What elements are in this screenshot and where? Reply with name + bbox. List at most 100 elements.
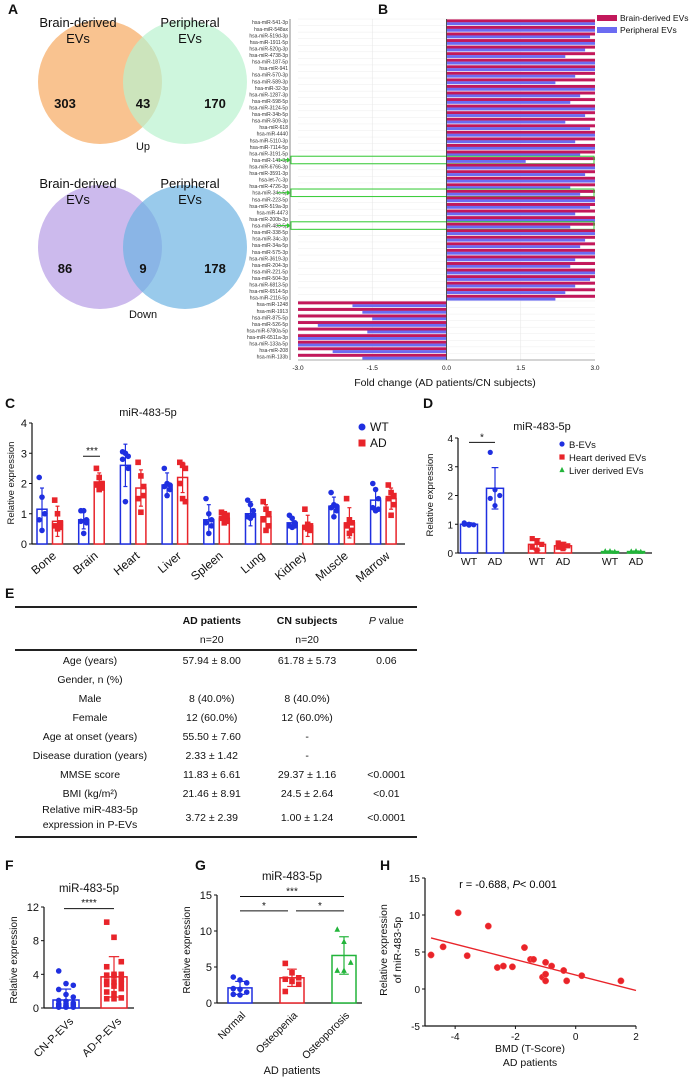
x-tick-label: 3.0 — [590, 365, 599, 372]
legend-label: Peripheral EVs — [620, 25, 677, 35]
data-point — [521, 944, 528, 952]
data-point — [118, 995, 125, 1001]
data-point — [135, 459, 141, 466]
chart-b-fold-change: hsa-miR-541-3phsa-miR-548axhsa-miR-519d-… — [247, 13, 689, 389]
chart-f-pevs: 0 4 8 12 CN-P-EVs AD-P-EVs **** miR-483-5p Relat… — [9, 883, 134, 1060]
data-point — [499, 962, 507, 970]
panel-label-a: A — [8, 1, 18, 17]
bar-peripheral — [446, 264, 571, 268]
venn-count-right: 178 — [204, 261, 226, 276]
y-tick-label: 15 — [409, 874, 421, 885]
y-tick-label: 4 — [33, 969, 39, 981]
table-row: MMSE score 11.83 ± 6.61 29.37 ± 1.16 <0.000… — [15, 765, 417, 784]
mirna-label: hsa-miR-3191-5p — [249, 151, 288, 157]
x-category-label: Heart — [111, 548, 143, 578]
data-point — [334, 967, 341, 973]
mirna-label: hsa-miR-34b-5p — [252, 112, 288, 118]
data-point — [103, 978, 110, 984]
p-value — [356, 670, 417, 689]
bar-brain-derived — [298, 314, 447, 318]
bar-peripheral — [446, 212, 576, 216]
bar-brain-derived — [446, 98, 595, 102]
mirna-label: hsa-miR-187-5p — [252, 60, 288, 66]
ad-value: 11.83 ± 6.61 — [182, 768, 241, 781]
data-point — [385, 482, 392, 488]
bar-brain-derived — [446, 84, 595, 88]
ad-value: 8 (40.0%) — [188, 692, 235, 705]
data-point — [628, 548, 634, 554]
mirna-label: hsa-miR-6511a-3p — [247, 335, 288, 341]
bar-peripheral — [446, 114, 586, 117]
y-tick-label: 10 — [409, 911, 421, 922]
mirna-label: hsa-miR-1911-5p — [250, 40, 288, 46]
cn-value: 8 (40.0%) — [284, 692, 330, 705]
bar-peripheral — [446, 166, 595, 170]
mirna-label: hsa-miR-483-5p — [252, 224, 288, 230]
mirna-label: hsa-miR-2116-5p — [250, 296, 288, 302]
data-point — [602, 548, 608, 554]
table-subheader-empty — [15, 630, 165, 651]
annotation-part: < 0.001 — [520, 879, 557, 891]
y-tick-label: 12 — [27, 902, 39, 914]
mirna-label: hsa-miR-34c-3p — [252, 237, 288, 243]
data-point — [375, 495, 382, 502]
ad-value: 57.94 ± 8.00 — [182, 654, 241, 667]
row-label: MMSE score — [59, 768, 121, 781]
mirna-label: hsa-miR-6780a-5p — [247, 328, 289, 334]
highlight-box — [290, 155, 595, 165]
venn-title: Up — [136, 141, 150, 153]
data-point — [370, 480, 376, 487]
ad-value: 21.46 ± 8.91 — [182, 787, 241, 800]
data-point — [103, 989, 110, 995]
venn-circle-brain — [38, 185, 162, 309]
data-point — [243, 989, 250, 995]
correlation-annotation: r = -0.688, P< 0.001 — [459, 879, 557, 891]
bar-peripheral — [446, 225, 571, 229]
bar-peripheral — [298, 337, 447, 340]
panel-label-g: G — [195, 857, 206, 873]
data-point — [55, 986, 62, 993]
y-axis-label: Relative expression — [9, 916, 20, 1003]
bar-brain-derived — [446, 183, 595, 187]
x-tick-label: -2 — [511, 1032, 520, 1043]
mirna-label: hsa-miR-1248 — [257, 302, 289, 308]
chart-title: miR-483-5p — [513, 421, 570, 433]
bar-brain-derived — [446, 262, 595, 266]
mirna-label: hsa-miR-3591-3p — [249, 171, 288, 177]
data-point — [118, 958, 125, 965]
table-subheader-row: n=20 n=20 — [15, 630, 417, 651]
bar-peripheral — [446, 179, 595, 183]
data-point — [57, 524, 64, 531]
bar-brain-derived — [446, 19, 595, 23]
table-header-cn: CN subjects — [258, 606, 356, 630]
mirna-label: hsa-miR-4473 — [257, 210, 289, 216]
bar-brain-derived — [298, 347, 447, 351]
data-point — [103, 963, 110, 970]
x-axis-label: AD patients — [264, 1065, 321, 1077]
data-point — [493, 964, 501, 971]
bar-peripheral — [446, 159, 526, 163]
data-point — [266, 510, 272, 517]
data-point — [103, 995, 110, 1002]
bar-brain-derived — [446, 150, 595, 154]
y-axis-label: Relative expression — [425, 454, 436, 537]
data-point — [51, 523, 58, 529]
bar-peripheral — [446, 232, 595, 236]
y-tick-label: 2 — [447, 492, 453, 503]
x-category-label: Spleen — [188, 549, 226, 584]
data-point — [203, 495, 209, 502]
x-axis-label: BMD (T-Score) — [495, 1043, 565, 1055]
data-point — [343, 495, 350, 502]
data-point — [55, 1004, 62, 1010]
bar-peripheral — [446, 219, 595, 222]
p-value: <0.0001 — [367, 768, 406, 781]
data-point — [103, 972, 110, 978]
data-point — [177, 459, 183, 466]
mirna-label: hsa-miR-519a-3p — [249, 204, 288, 210]
bar-peripheral — [352, 304, 447, 308]
table-e-demographics: AD patients CN subjects P value n=20 n=2… — [15, 606, 417, 838]
data-point — [612, 548, 618, 554]
venn-left-label: EVs — [66, 192, 90, 207]
